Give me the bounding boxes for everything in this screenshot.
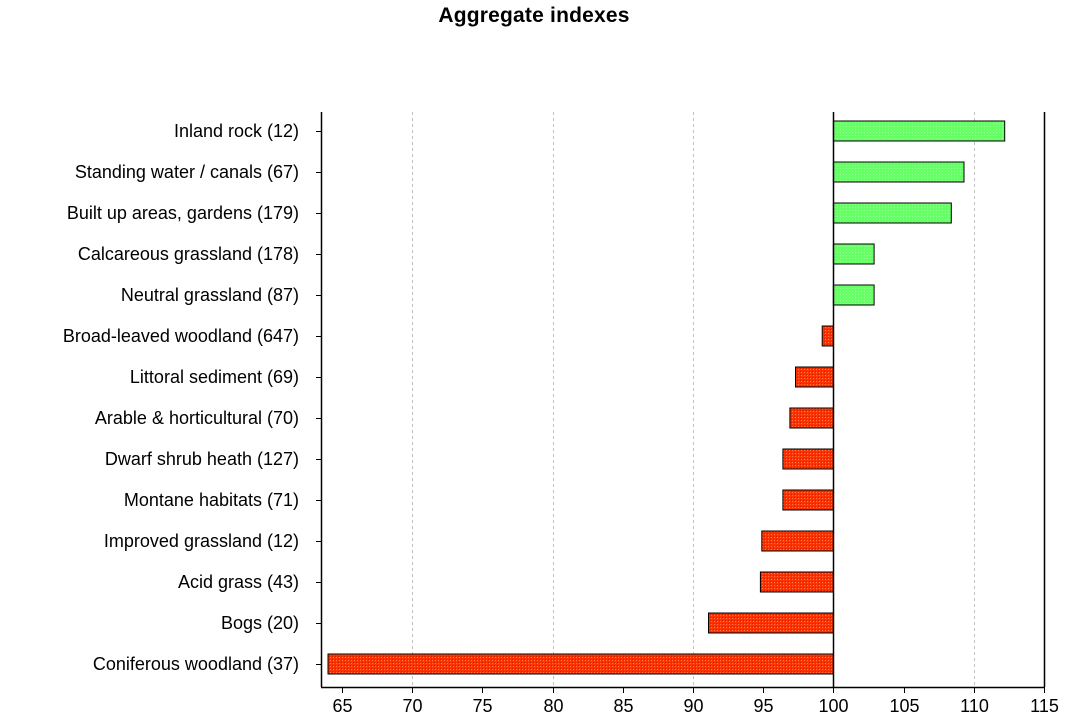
axes — [316, 112, 1046, 693]
category-label-7: Arable & horticultural (70) — [95, 408, 299, 428]
category-label-2: Built up areas, gardens (179) — [67, 203, 299, 223]
category-label-3: Calcareous grassland (178) — [78, 244, 299, 264]
bar-11 — [759, 571, 834, 593]
x-tick-label-75: 75 — [472, 696, 492, 716]
bar-4 — [832, 284, 875, 306]
x-tick-label-85: 85 — [613, 696, 633, 716]
bar-1 — [832, 161, 965, 183]
x-tick-label-100: 100 — [818, 696, 848, 716]
bar-7 — [789, 407, 834, 429]
bar-0 — [832, 120, 1006, 142]
bar-3 — [832, 243, 875, 265]
category-label-6: Littoral sediment (69) — [130, 367, 299, 387]
category-label-12: Bogs (20) — [221, 613, 299, 633]
bar-2 — [832, 202, 952, 224]
x-tick-label-105: 105 — [889, 696, 919, 716]
bar-5 — [821, 325, 834, 347]
category-label-13: Coniferous woodland (37) — [93, 654, 299, 674]
category-label-10: Improved grassland (12) — [104, 531, 299, 551]
x-tick-label-70: 70 — [402, 696, 422, 716]
category-label-0: Inland rock (12) — [174, 121, 299, 141]
category-label-11: Acid grass (43) — [178, 572, 299, 592]
tick-labels: 65 70 75 80 85 90 95 100 105 110 115 — [332, 696, 1058, 716]
category-label-1: Standing water / canals (67) — [75, 162, 299, 182]
bar-13 — [327, 653, 834, 675]
chart-title: Aggregate indexes — [438, 4, 630, 27]
bars — [327, 120, 1006, 675]
category-label-9: Montane habitats (71) — [124, 490, 299, 510]
bar-9 — [782, 489, 834, 511]
category-labels: Inland rock (12) Standing water / canals … — [63, 121, 299, 674]
x-tick-label-80: 80 — [543, 696, 563, 716]
bar-10 — [761, 530, 834, 552]
x-tick-label-115: 115 — [1030, 696, 1059, 716]
gridlines — [412, 112, 975, 687]
category-label-8: Dwarf shrub heath (127) — [105, 449, 299, 469]
bar-8 — [782, 448, 834, 470]
x-tick-label-65: 65 — [332, 696, 352, 716]
x-tick-label-110: 110 — [960, 696, 989, 716]
category-label-4: Neutral grassland (87) — [121, 285, 299, 305]
category-label-5: Broad-leaved woodland (647) — [63, 326, 299, 346]
bar-6 — [795, 366, 834, 388]
x-tick-label-90: 90 — [683, 696, 703, 716]
x-tick-label-95: 95 — [753, 696, 773, 716]
bar-12 — [708, 612, 834, 634]
